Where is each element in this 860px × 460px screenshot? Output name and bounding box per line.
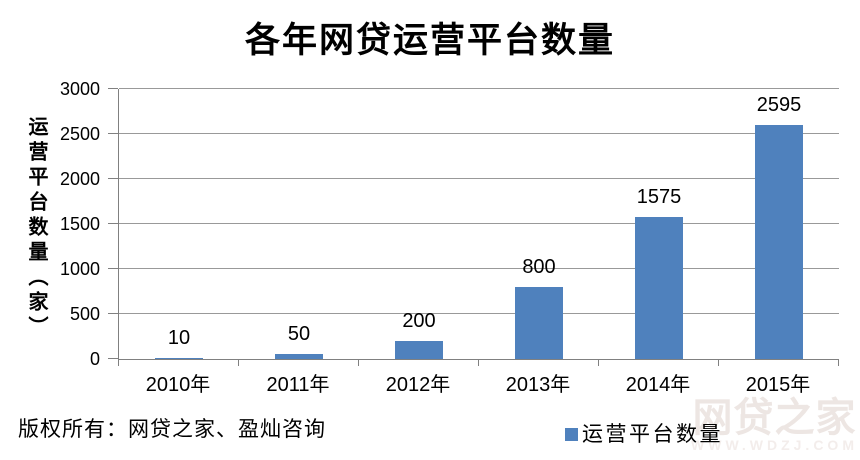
bar-value-label: 1575 (636, 186, 682, 208)
copyright-text: 版权所有：网贷之家、盈灿咨询 (18, 417, 326, 441)
bar (395, 341, 443, 359)
plot-area: 10 50 200 800 1575 2595 (118, 88, 839, 360)
gridline (119, 88, 839, 89)
legend: 运营平台数量 (565, 423, 723, 445)
x-axis-tick (358, 360, 359, 366)
y-axis-tick (108, 358, 118, 359)
y-axis-title: 运营平台数量（家） (25, 116, 47, 341)
chart-title: 各年网贷运营平台数量 (244, 21, 615, 60)
bar (755, 125, 803, 359)
bar (515, 287, 563, 359)
y-axis-tick-label: 3000 (59, 79, 100, 99)
x-axis-tick (478, 360, 479, 366)
y-axis-tick-label: 2000 (59, 169, 100, 189)
x-axis-tick (238, 360, 239, 366)
y-axis-tick (108, 178, 118, 179)
gridline (119, 223, 839, 224)
y-axis-tick-label: 1500 (59, 214, 100, 234)
bar (275, 354, 323, 359)
gridline (119, 178, 839, 179)
bar-value-label: 800 (522, 256, 556, 278)
legend-label: 运营平台数量 (582, 422, 723, 446)
x-axis-tick (718, 360, 719, 366)
bar (635, 217, 683, 359)
x-axis-tick-label: 2013年 (505, 374, 571, 396)
x-axis-tick (118, 360, 119, 366)
y-axis-tick-label: 0 (89, 349, 100, 369)
y-axis-tick-label: 1000 (59, 259, 100, 279)
bar-value-label: 50 (287, 323, 311, 345)
legend-color-swatch (565, 427, 578, 441)
x-axis-tick (838, 360, 839, 366)
watermark: 网贷之家 WWW.WDZJ.COM (691, 398, 858, 452)
bar-value-label: 200 (402, 310, 436, 332)
y-axis-tick (108, 268, 118, 269)
x-axis-tick-label: 2011年 (266, 374, 330, 396)
watermark-logo: 网贷之家 (692, 396, 857, 440)
bar (155, 358, 203, 359)
x-axis-tick-label: 2014年 (625, 374, 691, 396)
y-axis-tick-label: 2500 (59, 124, 100, 144)
gridline (119, 313, 839, 314)
y-axis-tick-label: 500 (69, 304, 100, 324)
y-axis-tick (108, 313, 118, 314)
bar-value-label: 2595 (756, 94, 802, 116)
x-axis-tick (598, 360, 599, 366)
x-axis-tick-label: 2010年 (145, 374, 211, 396)
y-axis-tick (108, 133, 118, 134)
watermark-url: WWW.WDZJ.COM (691, 437, 858, 453)
y-axis-tick (108, 88, 118, 89)
gridline (119, 268, 839, 269)
y-axis-tick (108, 223, 118, 224)
gridline (119, 133, 839, 134)
x-axis-tick-label: 2015年 (745, 374, 811, 396)
bar-value-label: 10 (167, 327, 191, 349)
x-axis-tick-label: 2012年 (385, 374, 451, 396)
